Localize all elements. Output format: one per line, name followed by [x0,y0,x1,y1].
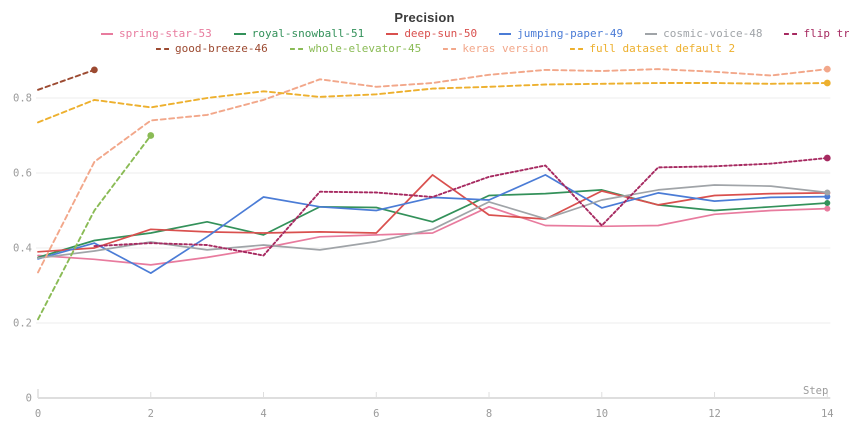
y-tick-label-0.8: 0.8 [13,93,32,105]
legend-item-royal-snowball-51[interactable]: royal-snowball-51 [233,27,365,41]
series-endpoint-good-breeze-46[interactable] [90,66,98,74]
series-line-royal-snowball-51[interactable] [37,189,829,259]
legend-item-deep-sun-50[interactable]: deep-sun-50 [386,27,477,41]
series-line-good-breeze-46[interactable] [37,68,96,91]
solid-line-icon [499,33,512,35]
legend-label: spring-star-53 [119,27,212,40]
solid-line-icon [386,33,399,35]
series-endpoint-jumping-paper-49[interactable] [824,193,831,200]
series-line-flip-train-and-valid-sample[interactable] [93,157,829,257]
legend-label: flip train and valid sample [803,27,849,40]
x-tick-label-8: 8 [486,408,492,420]
legend-label: cosmic-voice-48 [663,27,763,40]
dashed-line-icon [784,33,798,35]
legend-label: jumping-paper-49 [517,27,624,40]
x-tick-label-4: 4 [260,408,266,420]
series-endpoint-cosmic-voice-48[interactable] [824,189,831,196]
series-endpoint-full-dataset-default-2[interactable] [823,79,831,87]
dashed-line-icon [289,48,303,50]
legend-label: deep-sun-50 [404,27,478,40]
legend-label: royal-snowball-51 [251,27,365,40]
y-tick-label-0.2: 0.2 [13,318,32,330]
x-tick-label-10: 10 [595,408,608,420]
dashed-line-icon [570,48,584,50]
solid-line-icon [233,33,246,35]
y-tick-label-0: 0 [26,393,32,405]
legend-item-spring-star-53[interactable]: spring-star-53 [101,27,212,41]
series-line-keras-version[interactable] [37,68,829,274]
legend-label: full dataset default 2 [589,42,736,55]
legend-row-1: spring-star-53 royal-snowball-51 deep-sun-… [101,27,849,41]
chart-legend: spring-star-53 royal-snowball-51 deep-sun-… [0,27,849,57]
series-endpoint-keras-version[interactable] [823,65,831,73]
legend-label: whole-elevator-45 [308,42,422,55]
legend-row-2: good-breeze-46 whole-elevator-45 keras ver… [156,42,849,56]
series-endpoint-whole-elevator-45[interactable] [147,132,155,139]
legend-item-flip-train-and-valid-sample[interactable]: flip train and valid sample [784,27,849,41]
x-axis-title: Step [803,385,828,397]
solid-line-icon [645,33,658,35]
x-tick-label-12: 12 [708,408,721,420]
legend-item-good-breeze-46[interactable]: good-breeze-46 [156,42,268,56]
x-tick-label-0: 0 [35,408,41,420]
series-endpoint-spring-star-53[interactable] [824,205,831,212]
x-tick-label-14: 14 [821,408,834,420]
series-endpoint-royal-snowball-51[interactable] [824,200,831,206]
legend-item-whole-elevator-45[interactable]: whole-elevator-45 [289,42,422,56]
legend-label: good-breeze-46 [175,42,268,55]
x-tick-label-2: 2 [148,408,154,420]
x-tick-label-6: 6 [373,408,379,420]
series-line-jumping-paper-49[interactable] [37,174,829,274]
y-tick-label-0.6: 0.6 [13,168,32,180]
legend-label: keras version [462,42,549,55]
y-tick-label-0.4: 0.4 [13,243,32,255]
series-line-deep-sun-50[interactable] [37,174,829,253]
legend-item-cosmic-voice-48[interactable]: cosmic-voice-48 [645,27,762,41]
legend-item-full-dataset-default-2[interactable]: full dataset default 2 [570,42,735,56]
legend-item-keras-version[interactable]: keras version [443,42,548,56]
series-line-spring-star-53[interactable] [37,205,829,266]
solid-line-icon [101,33,113,35]
chart-title: Precision [394,10,455,25]
series-line-full-dataset-default-2[interactable] [37,82,829,124]
dashed-line-icon [443,48,457,50]
series-line-whole-elevator-45[interactable] [37,134,152,321]
dashed-line-icon [156,48,169,50]
series-endpoint-flip-train-and-valid-sample[interactable] [823,154,831,162]
legend-item-jumping-paper-49[interactable]: jumping-paper-49 [499,27,623,41]
